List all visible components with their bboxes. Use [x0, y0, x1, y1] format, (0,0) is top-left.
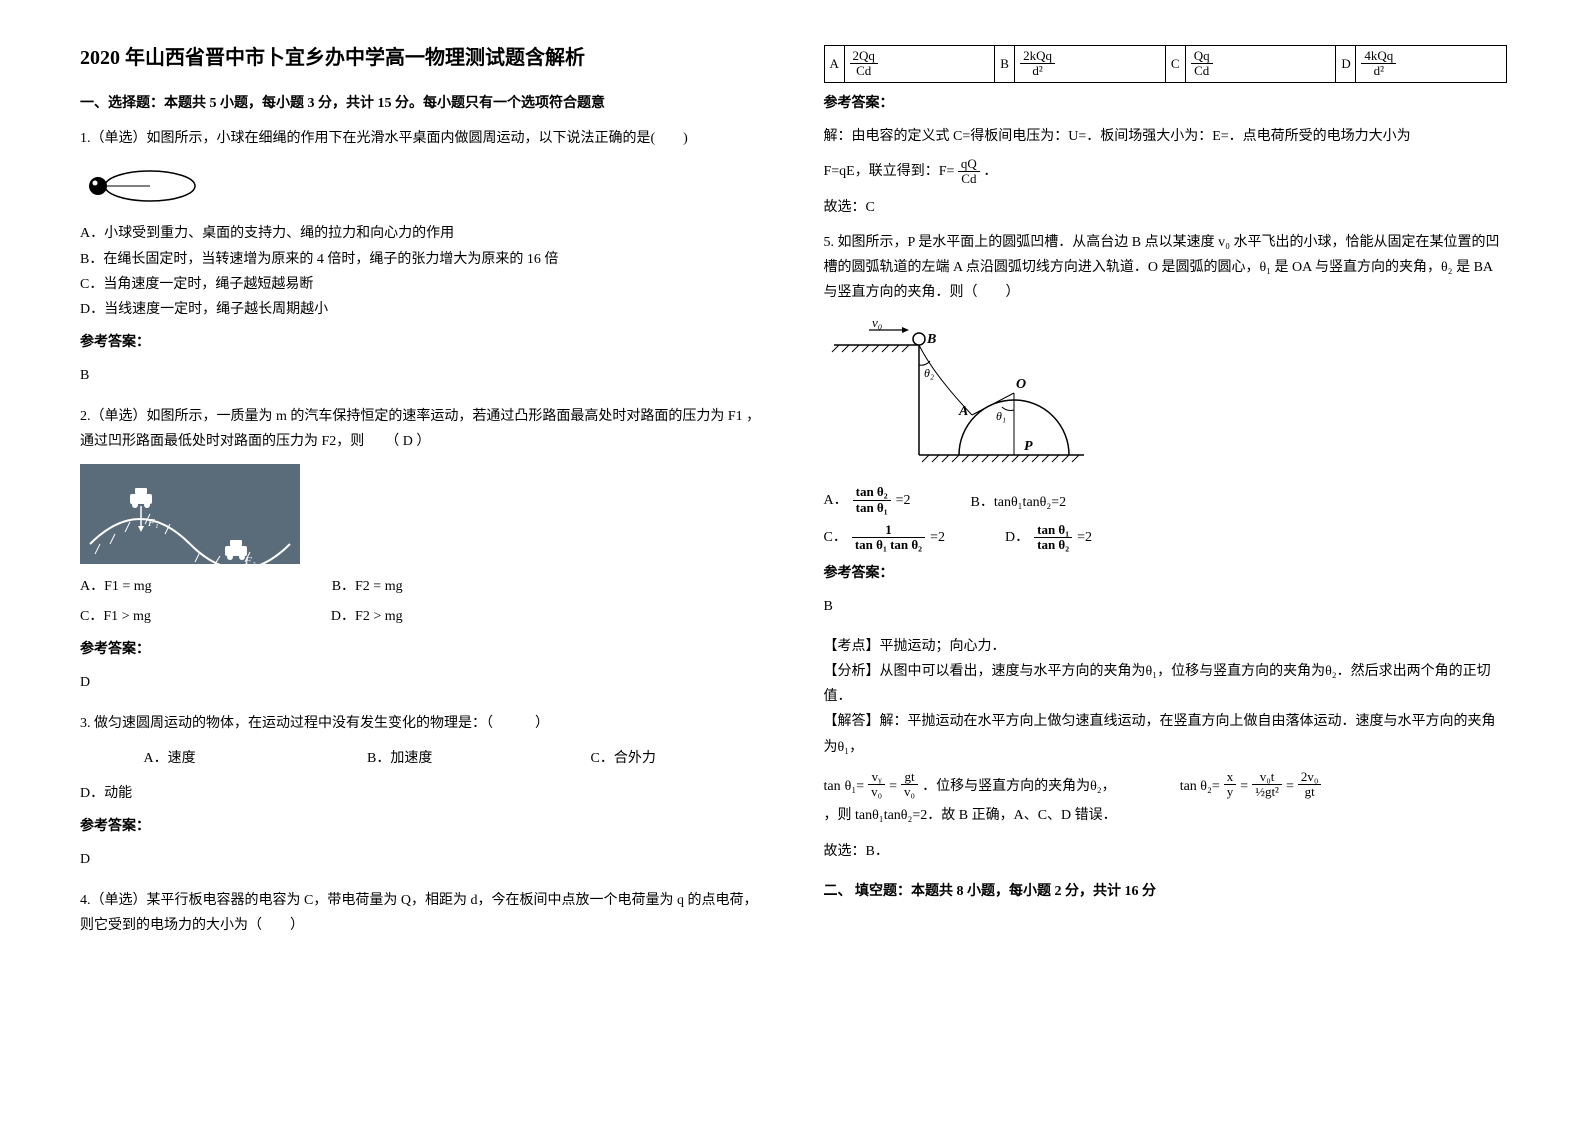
- svg-text:v₀: v₀: [872, 315, 882, 330]
- question-4: 4.（单选）某平行板电容器的电容为 C，带电荷量为 Q，相距为 d，今在板间中点…: [80, 888, 764, 938]
- q5-conclude: 故选：B．: [824, 839, 1508, 864]
- q3-opt-d: D．动能: [80, 781, 240, 806]
- document-title: 2020 年山西省晋中市卜宜乡办中学高一物理测试题含解析: [80, 40, 764, 76]
- question-1: 1.（单选）如图所示，小球在细绳的作用下在光滑水平桌面内做圆周运动，以下说法正确…: [80, 126, 764, 388]
- q4-cell-a-label: A: [824, 46, 844, 83]
- svg-text:F₁: F₁: [147, 517, 159, 529]
- question-5: 5. 如图所示，P 是水平面上的圆弧凹槽．从高台边 B 点以某速度 v₀ 水平飞…: [824, 230, 1508, 864]
- q2-answer-label: 参考答案：: [80, 637, 764, 662]
- q4-cell-b-label: B: [995, 46, 1015, 83]
- q4-cell-b: 2kQqd²: [1015, 46, 1166, 83]
- q4-explain-1: 解：由电容的定义式 C=得板间电压为：U=．板间场强大小为：E=．点电荷所受的电…: [824, 124, 1508, 149]
- q4-cell-a: 2QqCd: [844, 46, 995, 83]
- svg-text:θ₁: θ₁: [996, 409, 1006, 423]
- question-3: 3. 做匀速圆周运动的物体，在运动过程中没有发生变化的物理是：（ ） A．速度 …: [80, 711, 764, 873]
- right-column: A 2QqCd B 2kQqd² C QqCd D 4kQqd² 参考答案： 解…: [794, 40, 1538, 1082]
- q5-options-ab: A． tan θ₂tan θ₁ =2 B．tanθ₁tanθ₂=2: [824, 485, 1508, 515]
- svg-text:B: B: [926, 332, 936, 347]
- q4-stem: 4.（单选）某平行板电容器的电容为 C，带电荷量为 Q，相距为 d，今在板间中点…: [80, 888, 764, 938]
- q1-stem: 1.（单选）如图所示，小球在细绳的作用下在光滑水平桌面内做圆周运动，以下说法正确…: [80, 126, 764, 151]
- q3-answer-label: 参考答案：: [80, 814, 764, 839]
- q5-opt-c-eq: =2: [930, 525, 945, 550]
- question-2: 2.（单选）如图所示，一质量为 m 的汽车保持恒定的速率运动，若通过凸形路面最高…: [80, 404, 764, 696]
- q1-answer-label: 参考答案：: [80, 330, 764, 355]
- q2-stem: 2.（单选）如图所示，一质量为 m 的汽车保持恒定的速率运动，若通过凸形路面最高…: [80, 404, 764, 454]
- svg-text:O: O: [1016, 377, 1026, 392]
- q4-cell-d-label: D: [1336, 46, 1356, 83]
- q5-fenxi: 【分析】从图中可以看出，速度与水平方向的夹角为θ₁，位移与竖直方向的夹角为θ₂．…: [824, 659, 1508, 709]
- q5-answer: B: [824, 594, 1508, 619]
- q3-opt-c: C．合外力: [591, 751, 656, 766]
- q4-cell-c-label: C: [1165, 46, 1185, 83]
- q1-figure: [80, 161, 764, 211]
- svg-text:A: A: [958, 404, 968, 419]
- q1-opt-d: D．当线速度一定时，绳子越长周期越小: [80, 297, 764, 322]
- section-2-heading: 二、 填空题：本题共 8 小题，每小题 2 分，共计 16 分: [824, 879, 1508, 904]
- q5-opt-c-label: C．: [824, 525, 847, 550]
- section-1-heading: 一、选择题：本题共 5 小题，每小题 3 分，共计 15 分。每小题只有一个选项…: [80, 91, 764, 116]
- q2-answer: D: [80, 670, 764, 695]
- q5-options-cd: C． 1tan θ₁ tan θ₂ =2 D． tan θ₁tan θ₂ =2: [824, 523, 1508, 553]
- q4-explain-3: 故选：C: [824, 195, 1508, 220]
- svg-text:P: P: [1024, 439, 1033, 454]
- q5-opt-a-label: A．: [824, 488, 848, 513]
- q5-opt-d-eq: =2: [1077, 525, 1092, 550]
- q5-opt-d-label: D．: [1005, 525, 1029, 550]
- q2-opt-c: C．F1 > mg: [80, 604, 151, 629]
- q3-opt-a: A．速度: [144, 746, 364, 771]
- q5-stem: 5. 如图所示，P 是水平面上的圆弧凹槽．从高台边 B 点以某速度 v₀ 水平飞…: [824, 230, 1508, 306]
- q2-opt-d: D．F2 > mg: [331, 604, 403, 629]
- q4-cell-c: QqCd: [1185, 46, 1336, 83]
- q1-opt-a: A．小球受到重力、桌面的支持力、绳的拉力和向心力的作用: [80, 221, 764, 246]
- q2-opt-b: B．F2 = mg: [332, 574, 403, 599]
- q3-stem: 3. 做匀速圆周运动的物体，在运动过程中没有发生变化的物理是：（ ）: [80, 711, 764, 736]
- q5-opt-a-eq: =2: [896, 488, 911, 513]
- q3-opt-b: B．加速度: [367, 746, 587, 771]
- q1-answer: B: [80, 363, 764, 388]
- q4-options-table: A 2QqCd B 2kQqd² C QqCd D 4kQqd²: [824, 45, 1508, 83]
- q1-opt-c: C．当角速度一定时，绳子越短越易断: [80, 272, 764, 297]
- q2-opt-a: A．F1 = mg: [80, 574, 152, 599]
- q5-math-line: tan θ₁= vᵧv₀ = gtv₀ ．位移与竖直方向的夹角为θ₂， tan …: [824, 770, 1508, 829]
- q3-answer: D: [80, 847, 764, 872]
- q5-opt-b: B．tanθ₁tanθ₂=2: [971, 490, 1067, 515]
- left-column: 2020 年山西省晋中市卜宜乡办中学高一物理测试题含解析 一、选择题：本题共 5…: [50, 40, 794, 1082]
- q4-answer-label: 参考答案：: [824, 91, 1508, 116]
- q2-figure: F₁ F₂: [80, 464, 764, 564]
- q4-explain-line2: F=qE，联立得到：F= qQCd ．: [824, 157, 1508, 187]
- q5-figure: v₀ B O θ₂ A θ₁ P: [824, 315, 1508, 475]
- q4-cell-d: 4kQqd²: [1356, 46, 1507, 83]
- svg-text:F₂: F₂: [244, 555, 256, 564]
- q5-kaodian: 【考点】平抛运动；向心力．: [824, 634, 1508, 659]
- q1-opt-b: B．在绳长固定时，当转速增为原来的 4 倍时，绳子的张力增大为原来的 16 倍: [80, 247, 764, 272]
- q5-answer-label: 参考答案：: [824, 561, 1508, 586]
- q5-jieda: 【解答】解：平抛运动在水平方向上做匀速直线运动，在竖直方向上做自由落体运动．速度…: [824, 709, 1508, 759]
- svg-text:θ₂: θ₂: [924, 366, 934, 380]
